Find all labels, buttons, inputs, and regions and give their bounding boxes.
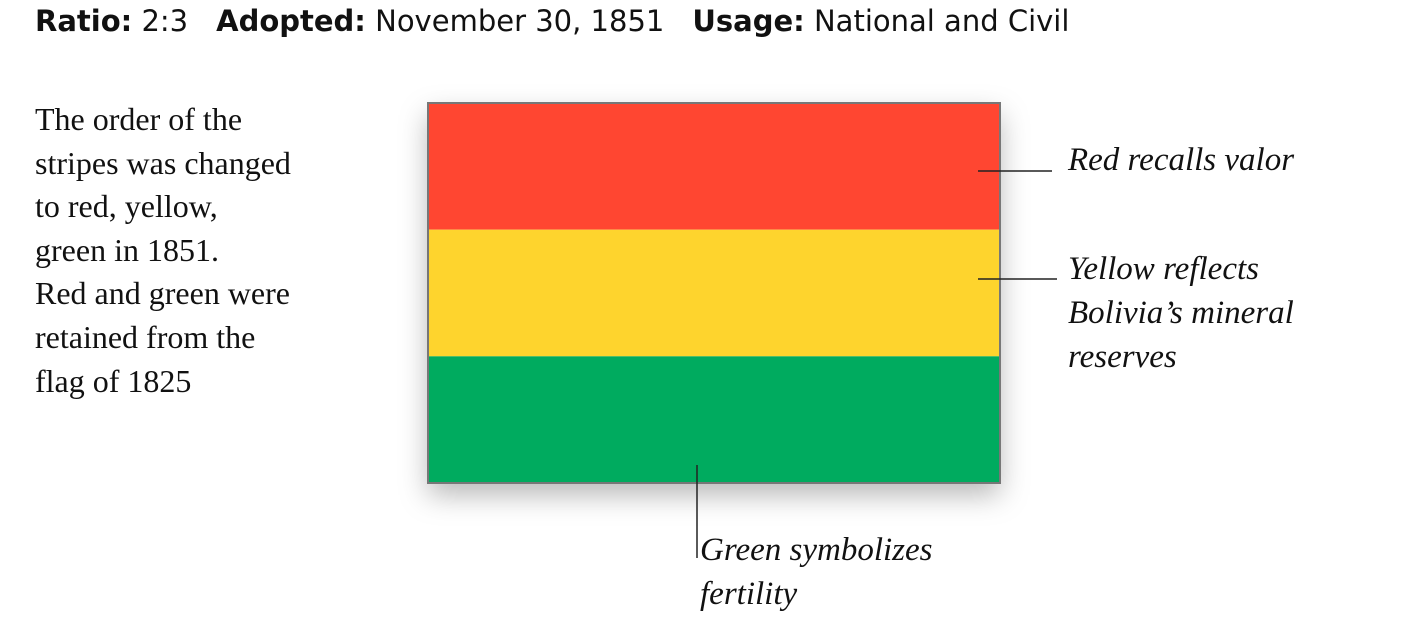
annotation-line: Yellow reflects: [1068, 251, 1259, 287]
annotation-line: Bolivia’s mineral: [1068, 295, 1294, 331]
flag-border: [427, 102, 1001, 484]
annotation: Red recalls valor: [1068, 138, 1294, 182]
description-line: The order of the: [35, 101, 243, 137]
description-line: Red and green were: [35, 275, 290, 312]
flag: [428, 103, 1000, 483]
header-label: Usage:: [692, 4, 805, 38]
stripe: [428, 356, 1000, 483]
annotation-line: Green symbolizes: [700, 532, 933, 568]
header-value: November 30, 1851: [375, 4, 665, 38]
header-item: Usage: National and Civil: [692, 4, 1069, 38]
description-line: green in 1851.: [35, 231, 219, 268]
description-line: flag of 1825: [35, 362, 192, 399]
annotation-line: reserves: [1068, 339, 1177, 375]
header-item: Ratio: 2:3: [35, 4, 188, 38]
description-line: retained from the: [35, 318, 256, 355]
description-line: to red, yellow,: [35, 188, 218, 225]
annotation: Yellow reflects Bolivia’s mineral reserves: [1068, 247, 1294, 379]
annotation-line: fertility: [700, 576, 798, 612]
description: The order of the stripes was changed to re…: [35, 98, 291, 403]
header-value: 2:3: [141, 4, 189, 38]
annotation-line: Red recalls valor: [1068, 142, 1295, 178]
header: Ratio: 2:3 Adopted: November 30, 1851 Us…: [35, 4, 1069, 38]
description-line: stripes was changed: [35, 144, 291, 181]
stripe: [428, 103, 1000, 230]
annotation: Green symbolizes fertility: [700, 528, 932, 616]
header-label: Adopted:: [216, 4, 366, 38]
stripe: [428, 229, 1000, 357]
header-value: National and Civil: [813, 4, 1070, 38]
header-item: Adopted: November 30, 1851: [216, 4, 664, 38]
header-label: Ratio:: [35, 4, 133, 38]
